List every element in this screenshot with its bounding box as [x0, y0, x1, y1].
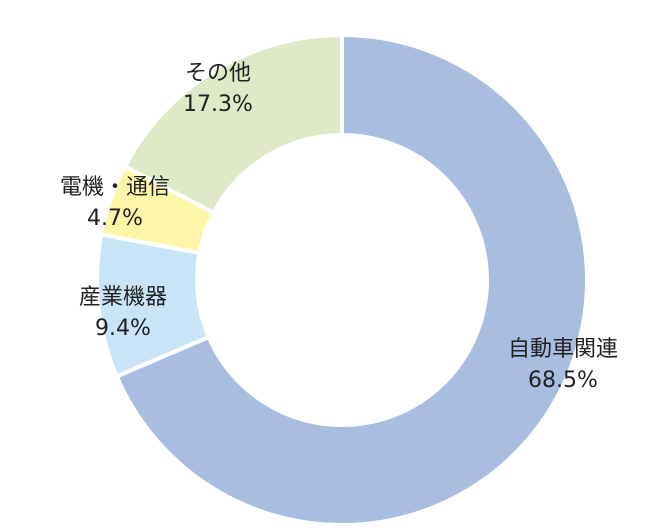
slice-category-label: その他 [185, 61, 251, 86]
slice-category-label: 電機・通信 [60, 175, 170, 200]
donut-slice [114, 32, 589, 527]
slice-value-label: 17.3% [183, 92, 253, 117]
donut-slice [122, 32, 344, 216]
slice-category-label: 自動車関連 [508, 337, 618, 362]
slice-value-label: 4.7% [87, 206, 143, 231]
slice-value-label: 68.5% [528, 368, 598, 393]
slice-value-label: 9.4% [95, 316, 151, 341]
slice-category-label: 産業機器 [79, 285, 167, 310]
